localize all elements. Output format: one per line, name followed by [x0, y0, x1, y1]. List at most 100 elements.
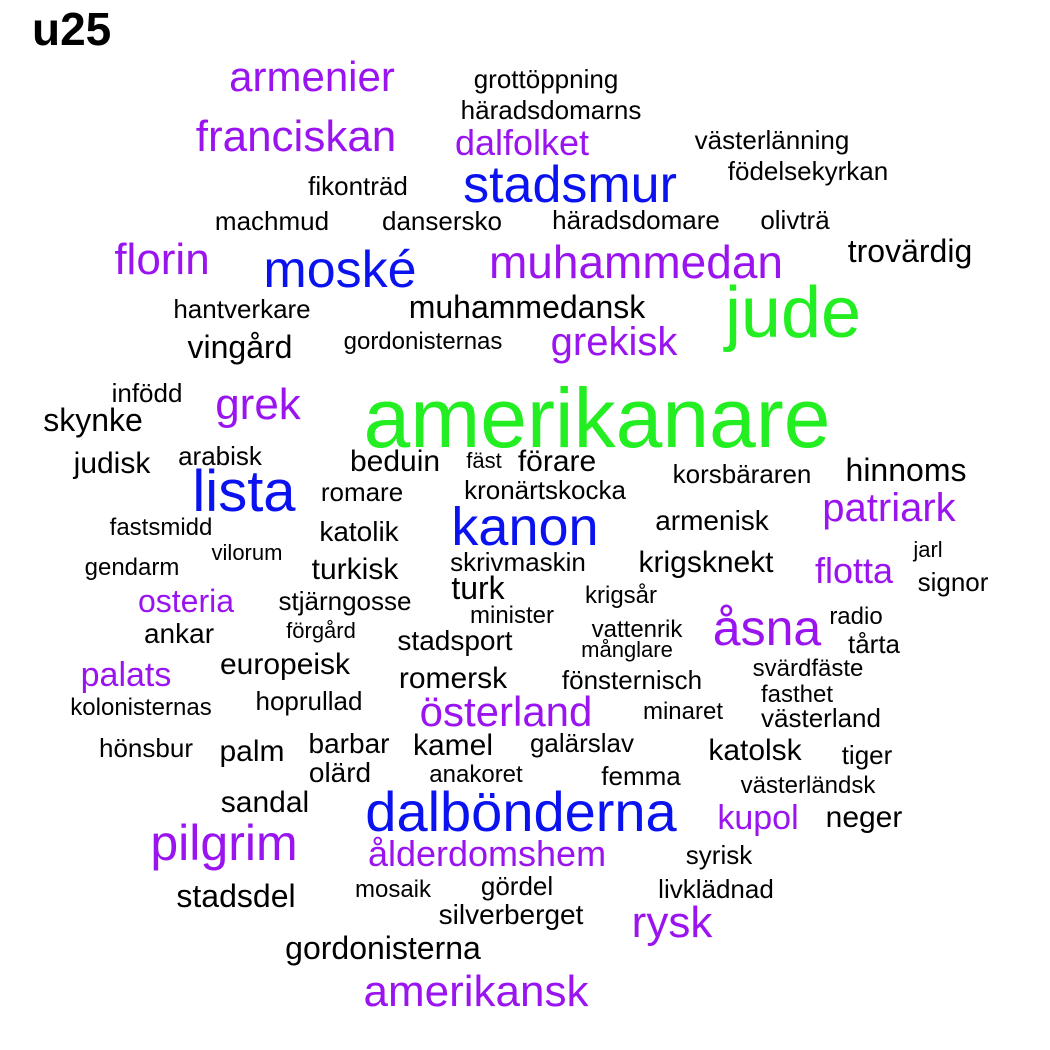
- cloud-word-arabisk: arabisk: [178, 441, 262, 471]
- cloud-word-forgard: förgård: [286, 618, 356, 643]
- cloud-word-jarl: jarl: [913, 537, 943, 562]
- cloud-word-stadsport: stadsport: [397, 625, 513, 656]
- cloud-word-dansersko: dansersko: [382, 206, 502, 236]
- cloud-word-vasterlanning: västerlänning: [694, 125, 850, 155]
- cloud-word-grekisk: grekisk: [550, 320, 678, 364]
- cloud-word-barbar: barbar: [308, 728, 390, 759]
- cloud-word-amerikanare: amerikanare: [363, 371, 831, 465]
- cloud-word-osterland: österland: [419, 688, 593, 735]
- cloud-word-osteria: osteria: [137, 583, 235, 619]
- cloud-word-armenier: armenier: [229, 53, 395, 100]
- cloud-word-judisk: judisk: [73, 447, 151, 480]
- cloud-word-vilorum: vilorum: [211, 540, 283, 565]
- cloud-word-moske: moské: [263, 241, 417, 299]
- cloud-word-honsbur: hönsbur: [99, 733, 193, 763]
- cloud-word-kolonisternas: kolonisternas: [70, 694, 212, 721]
- cloud-word-haradsdomarns: häradsdomarns: [460, 95, 642, 125]
- cloud-word-romare: romare: [320, 477, 404, 507]
- cloud-word-lista: lista: [192, 459, 296, 524]
- cloud-word-femma: femma: [601, 761, 681, 791]
- cloud-word-livkladnad: livklädnad: [658, 874, 774, 904]
- cloud-word-beduin: beduin: [349, 445, 441, 478]
- cloud-word-fikontrad: fikonträd: [308, 171, 408, 201]
- cloud-word-skrivmaskin: skrivmaskin: [450, 547, 586, 577]
- cloud-word-katolik: katolik: [319, 516, 399, 547]
- cloud-word-kronartskocka: kronärtskocka: [464, 475, 626, 505]
- cloud-word-svardfaste: svärdfäste: [752, 655, 864, 682]
- cloud-word-dalbonderna: dalbönderna: [365, 780, 677, 843]
- cloud-word-vasterlandsk: västerländsk: [740, 772, 876, 799]
- cloud-word-manglare: månglare: [581, 637, 673, 662]
- cloud-word-fastsmidd: fastsmidd: [109, 514, 213, 541]
- page-title: u25: [32, 3, 112, 55]
- cloud-word-jude: jude: [724, 273, 862, 353]
- cloud-word-florin: florin: [114, 235, 210, 284]
- cloud-word-palm: palm: [219, 735, 285, 768]
- cloud-word-machmud: machmud: [214, 206, 330, 236]
- cloud-word-krigsknekt: krigsknekt: [638, 546, 774, 579]
- cloud-word-krigsar: krigsår: [584, 582, 658, 609]
- cloud-word-turk: turk: [451, 570, 505, 606]
- cloud-word-neger: neger: [825, 801, 903, 834]
- cloud-word-katolsk: katolsk: [708, 734, 802, 767]
- cloud-word-kupol: kupol: [717, 799, 799, 837]
- cloud-word-vingard: vingård: [187, 329, 293, 365]
- cloud-word-palats: palats: [80, 656, 172, 694]
- cloud-word-olard: olärd: [308, 757, 372, 788]
- cloud-word-amerikansk: amerikansk: [363, 967, 589, 1016]
- cloud-word-patriark: patriark: [822, 486, 956, 530]
- cloud-word-alderdomshem: ålderdomshem: [367, 833, 607, 874]
- cloud-word-minister: minister: [469, 602, 555, 629]
- cloud-word-pilgrim: pilgrim: [150, 815, 298, 871]
- cloud-word-muhammedan: muhammedan: [488, 236, 784, 288]
- cloud-word-silverberget: silverberget: [438, 899, 584, 930]
- cloud-word-minaret: minaret: [642, 698, 724, 725]
- cloud-word-gordonisternas: gordonisternas: [343, 328, 503, 355]
- cloud-word-anakoret: anakoret: [429, 761, 523, 788]
- cloud-word-signor: signor: [917, 567, 989, 597]
- cloud-word-olivtra: olivträ: [760, 205, 830, 235]
- cloud-word-infodd: infödd: [111, 378, 183, 408]
- cloud-word-gordonisterna: gordonisterna: [285, 930, 481, 966]
- cloud-word-stadsdel: stadsdel: [176, 878, 296, 914]
- cloud-word-grek: grek: [215, 380, 301, 429]
- cloud-word-hoprullad: hoprullad: [255, 686, 363, 716]
- cloud-word-gordel: gördel: [480, 871, 554, 901]
- cloud-word-tarta: tårta: [847, 629, 901, 659]
- cloud-word-vattenrik: vattenrik: [591, 616, 683, 643]
- cloud-word-kanon: kanon: [451, 497, 599, 557]
- cloud-word-asna: åsna: [712, 600, 822, 656]
- cloud-word-trovardig: trovärdig: [847, 233, 973, 269]
- cloud-word-galarslav: galärslav: [529, 728, 635, 758]
- cloud-word-fasthet: fasthet: [760, 681, 834, 708]
- cloud-word-fonsternisch: fönsternisch: [561, 665, 703, 695]
- cloud-word-haradsdomare: häradsdomare: [552, 205, 720, 235]
- cloud-word-grottoppning: grottöppning: [473, 64, 619, 94]
- cloud-word-vasterland: västerland: [761, 703, 881, 733]
- cloud-word-hinnoms: hinnoms: [845, 452, 967, 488]
- cloud-word-romersk: romersk: [398, 662, 508, 695]
- cloud-word-turkisk: turkisk: [311, 553, 399, 586]
- cloud-word-skynke: skynke: [43, 402, 143, 438]
- cloud-word-flotta: flotta: [814, 550, 894, 591]
- cloud-word-fodelsekyrkan: födelsekyrkan: [727, 156, 889, 186]
- cloud-word-franciskan: franciskan: [195, 112, 397, 161]
- cloud-word-ankar: ankar: [143, 618, 215, 649]
- cloud-word-rysk: rysk: [631, 898, 713, 947]
- cloud-word-stadsmur: stadsmur: [463, 156, 677, 214]
- cloud-word-radio: radio: [829, 603, 883, 630]
- cloud-word-armenisk: armenisk: [655, 505, 769, 536]
- cloud-word-muhammedansk: muhammedansk: [408, 289, 646, 325]
- cloud-word-dalfolket: dalfolket: [454, 122, 590, 163]
- cloud-word-kamel: kamel: [412, 729, 494, 762]
- cloud-word-fast: fäst: [466, 448, 502, 473]
- cloud-word-tiger: tiger: [841, 740, 893, 770]
- cloud-word-forare: förare: [517, 445, 597, 478]
- cloud-word-sandal: sandal: [220, 786, 310, 819]
- cloud-word-gendarm: gendarm: [84, 554, 180, 581]
- cloud-word-europeisk: europeisk: [219, 648, 351, 681]
- cloud-word-hantverkare: hantverkare: [173, 294, 311, 324]
- cloud-word-stjarngosse: stjärngosse: [278, 586, 412, 616]
- cloud-word-korsbararen: korsbäraren: [672, 459, 812, 489]
